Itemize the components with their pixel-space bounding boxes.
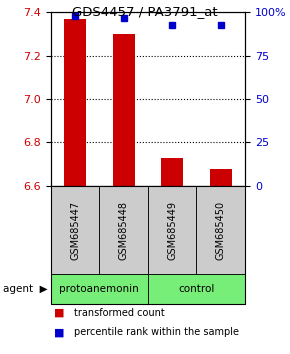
Text: control: control: [178, 284, 215, 295]
Bar: [161, 158, 183, 186]
Bar: [210, 169, 232, 186]
Text: transformed count: transformed count: [74, 308, 165, 318]
Bar: [64, 19, 86, 186]
Text: percentile rank within the sample: percentile rank within the sample: [74, 327, 239, 337]
Bar: [113, 34, 135, 186]
Text: GDS4457 / PA3791_at: GDS4457 / PA3791_at: [72, 5, 218, 18]
Text: GSM685447: GSM685447: [70, 200, 80, 260]
Text: protoanemonin: protoanemonin: [59, 284, 139, 295]
Text: GSM685449: GSM685449: [167, 201, 177, 259]
Text: agent  ▶: agent ▶: [3, 284, 48, 295]
Text: GSM685448: GSM685448: [119, 201, 128, 259]
Text: ■: ■: [54, 308, 64, 318]
Text: ■: ■: [54, 327, 64, 337]
Text: GSM685450: GSM685450: [216, 200, 226, 260]
